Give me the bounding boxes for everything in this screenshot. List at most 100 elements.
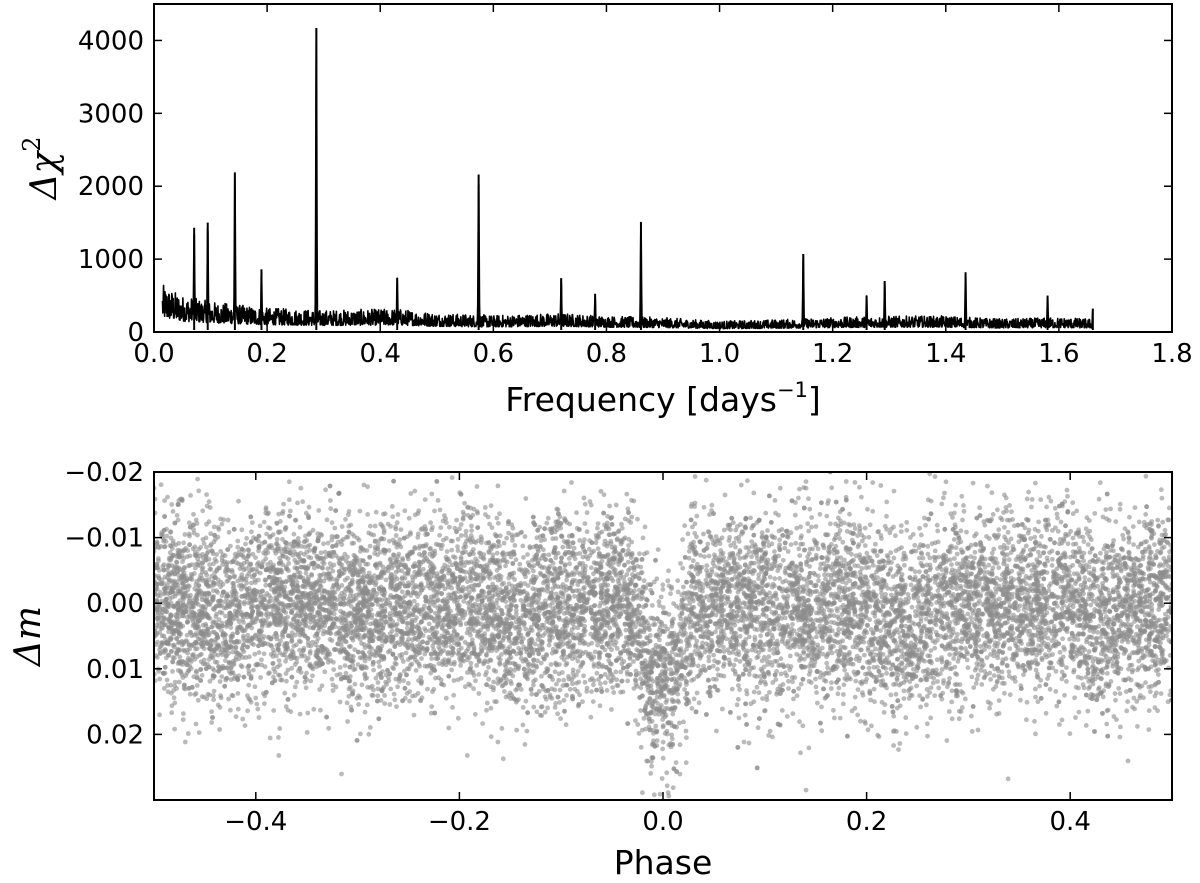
periodogram-y-tick-label: 0 (127, 318, 144, 348)
light-curve-point (256, 650, 262, 655)
light-curve-point (635, 722, 641, 727)
periodogram-x-tick-label: 0.8 (586, 339, 627, 369)
light-curve-point (1009, 509, 1014, 515)
light-curve-point (464, 753, 470, 758)
light-curve-point (786, 678, 791, 684)
light-curve-point (729, 686, 735, 692)
light-curve-point (959, 493, 965, 499)
light-curve-point (986, 562, 992, 568)
periodogram-frame (153, 3, 1173, 333)
light-curve-point (732, 555, 737, 561)
light-curve-point (187, 691, 193, 697)
light-curve-point (918, 704, 923, 710)
light-curve-point (408, 491, 414, 496)
light-curve-point (1166, 665, 1171, 671)
periodogram-y-tick-label: 3000 (78, 99, 144, 129)
light-curve-point (216, 664, 222, 669)
light-curve-point (870, 508, 876, 514)
light-curve-point (598, 681, 603, 687)
light-curve-point (865, 727, 871, 733)
light-curve-point (677, 742, 683, 748)
light-curve-point (452, 555, 458, 560)
light-curve-point (310, 673, 315, 679)
light-curve-panel: −0.4 −0.2 0.0 0.2 0.4 −0.02−0.010.000.010.02… (8, 458, 1173, 882)
light-curve-point (790, 679, 795, 685)
light-curve-point (698, 552, 703, 558)
light-curve-point (542, 709, 548, 715)
light-curve-point (898, 529, 904, 534)
light-curve-point (1143, 512, 1149, 517)
light-curve-point (968, 615, 974, 621)
light-curve-point (1159, 495, 1165, 501)
light-curve-point (497, 511, 502, 517)
light-curve-point (1033, 480, 1038, 486)
light-curve-point (996, 698, 1002, 703)
light-curve-point (733, 544, 738, 550)
light-curve-point (735, 696, 741, 702)
light-curve-point (665, 578, 671, 584)
light-curve-point (1051, 606, 1056, 612)
light-curve-point (329, 676, 335, 682)
light-curve-point (1086, 649, 1092, 654)
light-curve-point (487, 576, 493, 581)
light-curve-point (282, 690, 288, 696)
light-curve-point (1130, 667, 1136, 673)
light-curve-point (257, 523, 263, 529)
light-curve-point (1064, 487, 1070, 493)
light-curve-point (158, 482, 164, 488)
light-curve-point (563, 722, 569, 728)
light-curve-point (1160, 519, 1166, 525)
light-curve-point (275, 664, 280, 670)
light-curve-point (925, 733, 930, 739)
light-curve-point (685, 531, 691, 537)
light-curve-point (343, 516, 348, 522)
light-curve-point (394, 520, 400, 526)
light-curve-point (1072, 695, 1077, 701)
periodogram-x-axis-label-close: ] (808, 380, 821, 419)
light-curve-point (435, 498, 441, 503)
light-curve-point (262, 701, 267, 706)
light-curve-point (1029, 504, 1034, 510)
light-curve-point (589, 689, 594, 694)
light-curve-point (737, 687, 742, 692)
light-curve-point (1125, 699, 1131, 704)
periodogram-panel: 0.0 0.2 0.4 0.6 0.8 1.0 1.2 1.4 1.6 1.8 010002000… (18, 3, 1193, 419)
light-curve-point (928, 613, 934, 619)
light-curve-point (975, 727, 981, 733)
light-curve-point (499, 726, 505, 731)
light-curve-point (790, 622, 795, 627)
light-curve-point (228, 543, 233, 549)
light-curve-point (680, 537, 685, 542)
light-curve-point (226, 696, 232, 702)
periodogram-y-tick-label: 4000 (78, 26, 144, 56)
light-curve-point (925, 694, 930, 699)
periodogram-y-axis-label-sup: 2 (18, 136, 46, 151)
light-curve-point (476, 672, 482, 677)
light-curve-point (988, 701, 993, 707)
periodogram-x-tick-label: 0.4 (360, 339, 401, 369)
light-curve-point (840, 701, 846, 707)
light-curve-point (624, 491, 630, 497)
light-curve-point (982, 522, 988, 528)
light-curve-point (402, 668, 407, 674)
light-curve-point (1035, 528, 1041, 534)
light-curve-point (932, 645, 938, 651)
light-curve-point (495, 483, 501, 489)
light-curve-point (255, 706, 261, 712)
light-curve-point (1124, 708, 1130, 714)
light-curve-point (459, 635, 465, 640)
periodogram-y-tick-label: 1000 (78, 245, 144, 275)
light-curve-point (484, 700, 490, 706)
light-curve-point (1005, 517, 1010, 523)
light-curve-point (969, 674, 975, 680)
light-curve-point (756, 690, 762, 696)
light-curve-point (691, 696, 697, 702)
light-curve-point (388, 686, 394, 692)
light-curve-point (858, 718, 863, 724)
light-curve-point (181, 711, 186, 716)
light-curve-point (573, 655, 578, 660)
light-curve-point (689, 678, 694, 683)
periodogram-x-tick-label: 1.8 (1151, 339, 1192, 369)
periodogram-x-tick-label: 1.0 (699, 339, 740, 369)
